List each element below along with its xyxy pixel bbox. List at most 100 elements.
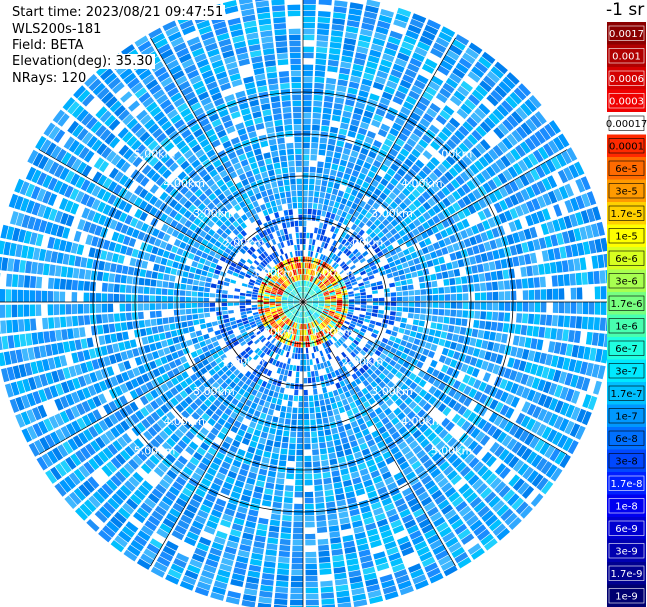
range-bin [277, 291, 283, 295]
range-bin [394, 498, 406, 507]
range-bin [304, 323, 306, 330]
range-bin [64, 185, 74, 198]
range-bin [390, 306, 397, 311]
range-bin [270, 308, 276, 311]
range-bin [328, 519, 339, 526]
range-bin [213, 580, 228, 590]
range-bin [293, 395, 299, 402]
range-bin [179, 356, 188, 364]
range-bin [165, 380, 174, 389]
range-bin [360, 302, 367, 305]
range-bin [300, 354, 303, 360]
range-bin [445, 421, 455, 432]
range-bin [451, 518, 464, 530]
range-bin [192, 285, 199, 291]
range-bin [443, 465, 454, 476]
range-bin [569, 316, 576, 328]
range-bin [306, 335, 310, 342]
range-bin [94, 225, 103, 236]
range-bin [308, 244, 312, 251]
range-bin [308, 196, 313, 203]
range-bin [204, 287, 210, 293]
range-bin [106, 520, 120, 534]
range-bin [277, 562, 290, 569]
range-bin [268, 169, 275, 177]
range-bin [353, 599, 368, 607]
range-bin [313, 333, 318, 340]
range-bin [411, 325, 418, 332]
range-bin [287, 319, 291, 325]
range-bin [224, 407, 233, 416]
range-bin [134, 356, 143, 366]
range-bin [419, 423, 429, 433]
range-bin [146, 415, 156, 425]
range-bin [287, 298, 294, 301]
range-bin [143, 252, 151, 261]
range-bin [251, 435, 260, 443]
range-bin [203, 389, 212, 398]
range-bin [306, 329, 309, 336]
range-bin [314, 70, 325, 77]
range-bin [65, 393, 75, 406]
range-bin [322, 417, 329, 424]
range-bin [373, 361, 381, 368]
range-bin [337, 387, 344, 395]
range-bin [293, 309, 298, 315]
range-bin [257, 295, 264, 298]
range-bin [119, 467, 131, 479]
range-bin [115, 221, 124, 232]
range-bin [307, 377, 312, 384]
range-bin [197, 292, 204, 297]
range-bin [394, 363, 402, 371]
range-bin [505, 393, 515, 406]
range-bin [385, 456, 395, 465]
range-bin [396, 456, 407, 466]
range-bin [447, 437, 458, 448]
range-bin [131, 229, 140, 239]
range-bin [196, 348, 204, 356]
range-bin [111, 253, 119, 263]
range-bin [508, 456, 520, 469]
range-bin [215, 307, 222, 312]
range-bin [334, 572, 347, 580]
range-bin [209, 403, 218, 412]
range-bin [161, 340, 168, 348]
range-bin [411, 415, 420, 424]
range-bin [92, 171, 103, 183]
range-bin [249, 558, 262, 567]
range-bin [369, 389, 377, 397]
range-bin [252, 187, 260, 195]
range-bin [29, 290, 36, 302]
range-bin [26, 409, 37, 423]
range-bin [43, 387, 53, 400]
range-bin [447, 453, 459, 464]
range-bin [201, 252, 209, 259]
range-bin [288, 370, 292, 377]
range-bin [346, 409, 354, 417]
range-bin [405, 471, 416, 481]
range-bin [298, 329, 301, 336]
range-bin [98, 160, 110, 173]
range-bin [266, 164, 274, 171]
range-bin [338, 165, 346, 173]
range-bin [468, 474, 480, 486]
range-bin [115, 453, 127, 465]
range-bin [213, 503, 225, 513]
range-bin [92, 395, 102, 408]
range-bin [290, 581, 303, 588]
range-bin [275, 586, 288, 593]
range-bin [282, 323, 287, 329]
range-bin [283, 308, 289, 312]
range-bin [179, 390, 188, 399]
range-bin [335, 584, 349, 592]
range-bin [423, 392, 432, 402]
range-bin [97, 174, 108, 186]
range-bin [277, 568, 289, 575]
range-bin [418, 379, 427, 388]
range-bin [6, 366, 16, 381]
range-bin [449, 317, 456, 325]
range-bin [9, 398, 20, 413]
range-bin [298, 311, 301, 317]
range-bin [217, 417, 226, 426]
range-bin [307, 208, 312, 215]
